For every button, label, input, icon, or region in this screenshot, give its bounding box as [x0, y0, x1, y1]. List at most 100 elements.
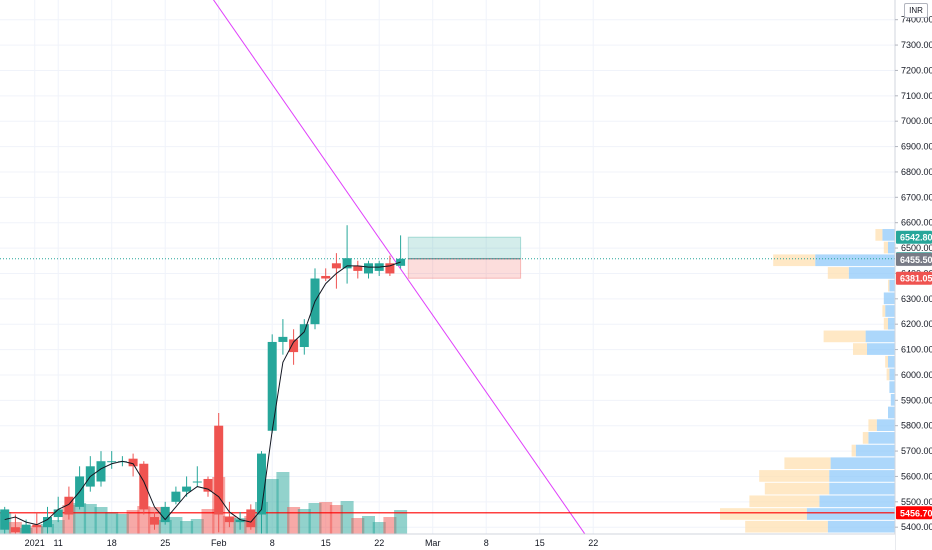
candle-body — [171, 491, 181, 502]
volume-bar — [319, 502, 333, 534]
candle-body — [278, 336, 288, 342]
price-tick-label: 7400.00 — [901, 15, 932, 25]
candle-body — [182, 486, 192, 492]
trendline[interactable] — [210, 0, 593, 546]
candle-body — [353, 265, 363, 271]
volume-profile-up — [749, 495, 820, 508]
date-axis-background — [0, 534, 895, 550]
price-tick-label: 6300.00 — [901, 294, 932, 304]
volume-bar — [115, 514, 129, 534]
volume-bar — [372, 522, 386, 534]
moving-average — [4, 261, 401, 526]
volume-profile-up — [882, 305, 886, 317]
price-tick-label: 6100.00 — [901, 345, 932, 355]
volume-profile-down — [889, 381, 895, 393]
volume-profile-down — [876, 419, 895, 432]
candle-body — [203, 478, 213, 492]
candle-body — [257, 453, 266, 515]
price-tag-label: 5456.70 — [900, 508, 932, 518]
volume-bar — [340, 501, 354, 534]
volume-bar — [126, 510, 140, 534]
volume-profile-up — [823, 330, 866, 343]
price-tick-label: 5500.00 — [901, 497, 932, 507]
volume-profile-up — [868, 419, 877, 432]
volume-profile-down — [806, 508, 895, 520]
volume-bar — [362, 516, 375, 534]
price-tick-label: 6000.00 — [901, 370, 932, 380]
volume-profile-down — [889, 279, 895, 292]
volume-profile-down — [888, 406, 895, 419]
price-tag — [896, 506, 932, 520]
volume-bar — [308, 503, 322, 534]
date-tick-label: 22 — [374, 538, 384, 548]
candle-body — [150, 517, 159, 525]
price-tick-label: 5400.00 — [901, 522, 932, 532]
date-tick-label: 2021 — [25, 538, 45, 548]
price-tick-label: 5600.00 — [901, 471, 932, 481]
date-tick-label: 22 — [588, 538, 598, 548]
volume-profile-up — [883, 317, 888, 330]
volume-profile-down — [855, 444, 895, 457]
date-tick-label: 15 — [321, 538, 331, 548]
volume-profile-up — [745, 520, 828, 533]
volume-bar — [287, 507, 301, 534]
long-position-tool[interactable] — [0, 236, 895, 279]
volume-bar — [383, 517, 397, 534]
candle-body — [43, 517, 52, 528]
volume-profile-up — [886, 368, 890, 381]
volume-profile-down — [865, 330, 895, 343]
candle-body — [96, 461, 106, 482]
volume-profile-down — [888, 355, 895, 368]
volume-bar — [73, 503, 87, 534]
candle-body — [364, 263, 373, 274]
date-tick-label: Mar — [425, 538, 441, 548]
candle-body — [224, 517, 234, 523]
candle-body — [160, 506, 170, 523]
price-tick-label: 5700.00 — [901, 446, 932, 456]
position-target-zone[interactable] — [407, 236, 522, 260]
candle-body — [342, 258, 352, 269]
volume-bar — [180, 521, 194, 534]
volume-profile-down — [829, 470, 895, 482]
price-tick-label: 6900.00 — [901, 142, 932, 152]
price-tick-label: 5800.00 — [901, 421, 932, 431]
date-tick-label: Feb — [211, 538, 227, 548]
moving-average-line — [4, 261, 401, 526]
price-tick-label: 6500.00 — [901, 243, 932, 253]
candle-body — [235, 519, 245, 523]
volume-bar — [51, 520, 65, 534]
currency-badge[interactable]: INR — [904, 3, 928, 18]
trendline-segment[interactable] — [210, 0, 593, 546]
date-tick-label: 18 — [107, 538, 117, 548]
candle-body — [385, 263, 395, 274]
candle-body — [214, 425, 224, 515]
grid-lines — [0, 0, 895, 534]
volume-profile-down — [868, 432, 895, 444]
volume-profile-up — [853, 343, 867, 355]
candle-body — [192, 481, 202, 483]
volume-profile-up — [764, 482, 830, 495]
candle-body — [331, 263, 341, 269]
volume-profile-down — [829, 482, 895, 495]
date-axis[interactable]: 2021 11 18 25 Feb 8 15 22 Mar 8 15 22 — [0, 533, 895, 550]
volume-bar — [83, 504, 97, 534]
volume-profile-down — [867, 343, 895, 355]
candle-body — [246, 509, 256, 528]
volume-bar — [276, 472, 290, 534]
position-stop-zone[interactable] — [407, 258, 522, 279]
candle-body — [32, 524, 42, 528]
volume-profile — [720, 229, 895, 546]
price-tick-label: 7300.00 — [901, 40, 932, 50]
volume-profile-down — [830, 457, 895, 470]
volume-profile-up — [759, 470, 830, 482]
price-tick-label: 7200.00 — [901, 65, 932, 75]
volume-profile-down — [888, 317, 895, 330]
volume-profile-up — [851, 444, 856, 457]
volume-profile-down — [815, 254, 895, 267]
candle-body — [128, 458, 138, 467]
candle-body — [139, 463, 149, 510]
candle-body — [53, 509, 63, 518]
price-tag — [896, 230, 932, 244]
